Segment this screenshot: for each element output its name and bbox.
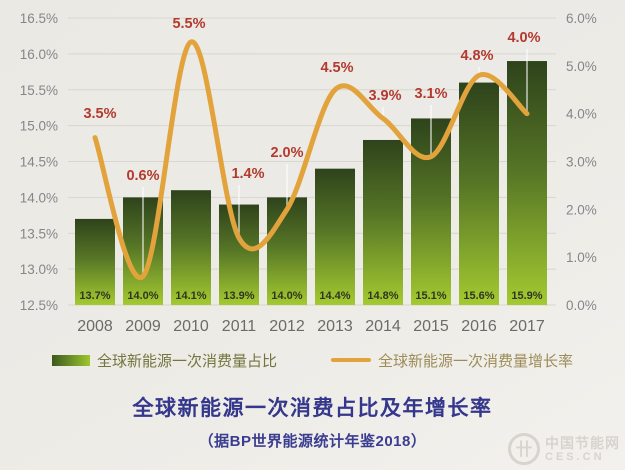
bar-2010 (171, 190, 211, 305)
line-point-label: 4.8% (460, 48, 493, 64)
line-point-label: 0.6% (126, 168, 159, 184)
bar-value-label: 15.1% (415, 290, 446, 302)
line-point-label: 4.0% (507, 30, 540, 46)
bar-2008 (75, 218, 115, 305)
line-series-swatch (331, 358, 371, 362)
x-axis-label: 2008 (77, 318, 113, 335)
watermark-domain: CES.CN (545, 450, 605, 463)
legend-item-line: 全球新能源一次消费量增长率 (331, 350, 573, 371)
left-axis-tick: 16.5% (20, 11, 58, 26)
growth-rate-line (92, 39, 530, 281)
x-axis-label: 2013 (317, 318, 353, 335)
x-axis-label: 2009 (125, 318, 161, 335)
watermark: 卄 中国节能网 CES.CN (508, 433, 620, 465)
bar-value-label: 14.0% (271, 290, 302, 302)
x-axis-label: 2012 (269, 318, 305, 335)
right-axis-tick: 2.0% (566, 202, 597, 217)
left-axis-tick: 13.5% (20, 226, 58, 241)
right-axis-tick: 4.0% (566, 107, 597, 122)
bar-value-label: 15.6% (463, 290, 494, 302)
right-axis-tick: 0.0% (566, 298, 597, 313)
legend-item-bar: 全球新能源一次消费量占比 (51, 350, 277, 371)
legend-line-label: 全球新能源一次消费量增长率 (378, 352, 574, 370)
left-axis-tick: 16.0% (20, 47, 58, 62)
left-axis-tick: 13.0% (20, 262, 58, 277)
right-axis-tick: 1.0% (566, 250, 597, 265)
line-point-label: 4.5% (320, 60, 353, 76)
bar-2016 (459, 82, 499, 305)
x-axis-label: 2017 (509, 318, 545, 335)
legend-bar-label: 全球新能源一次消费量占比 (96, 352, 277, 370)
left-axis-tick: 15.0% (20, 119, 58, 134)
bar-value-label: 14.8% (367, 290, 398, 302)
line-point-label: 2.0% (270, 145, 303, 161)
right-axis-tick: 3.0% (566, 155, 597, 170)
x-axis-label: 2014 (365, 318, 401, 335)
bar-2013 (315, 168, 355, 305)
left-axis-tick: 15.5% (20, 83, 58, 98)
x-axis-label: 2011 (222, 318, 257, 335)
left-axis-tick: 14.5% (20, 155, 58, 170)
x-axis-label: 2016 (461, 318, 497, 335)
right-axis-tick: 5.0% (566, 59, 597, 74)
legend: 全球新能源一次消费量占比 全球新能源一次消费量增长率 (0, 348, 625, 372)
left-axis-tick: 14.0% (20, 190, 58, 205)
bar-value-label: 15.9% (511, 290, 542, 302)
left-axis-tick: 12.5% (20, 298, 58, 313)
bar-2012 (267, 197, 307, 305)
line-point-label: 3.9% (368, 88, 401, 104)
bar-2014 (363, 139, 403, 305)
watermark-logo-icon: 卄 (508, 433, 540, 465)
line-point-label: 5.5% (172, 16, 205, 32)
x-axis-label: 2015 (413, 318, 449, 335)
bar-series-swatch (51, 354, 90, 366)
line-point-label: 3.1% (414, 86, 447, 102)
line-point-label: 1.4% (231, 166, 264, 182)
chart-title: 全球新能源一次消费占比及年增长率 (132, 397, 493, 420)
bar-value-label: 14.1% (175, 290, 206, 302)
watermark-name: 中国节能网 (545, 434, 620, 451)
line-point-label: 3.5% (83, 106, 116, 122)
bar-value-label: 13.7% (79, 290, 110, 302)
bar-value-label: 14.0% (127, 290, 158, 302)
chart-subtitle: （据BP世界能源统计年鉴2018） (198, 433, 427, 450)
combo-chart: 16.5% 16.0% 15.5% 15.0% 14.5% 14.0% 13.5% 13.0%… (20, 11, 597, 335)
x-axis-label: 2010 (173, 318, 209, 335)
bar-value-label: 13.9% (223, 290, 254, 302)
bar-value-label: 14.4% (319, 290, 350, 302)
right-axis-tick: 6.0% (566, 11, 597, 26)
